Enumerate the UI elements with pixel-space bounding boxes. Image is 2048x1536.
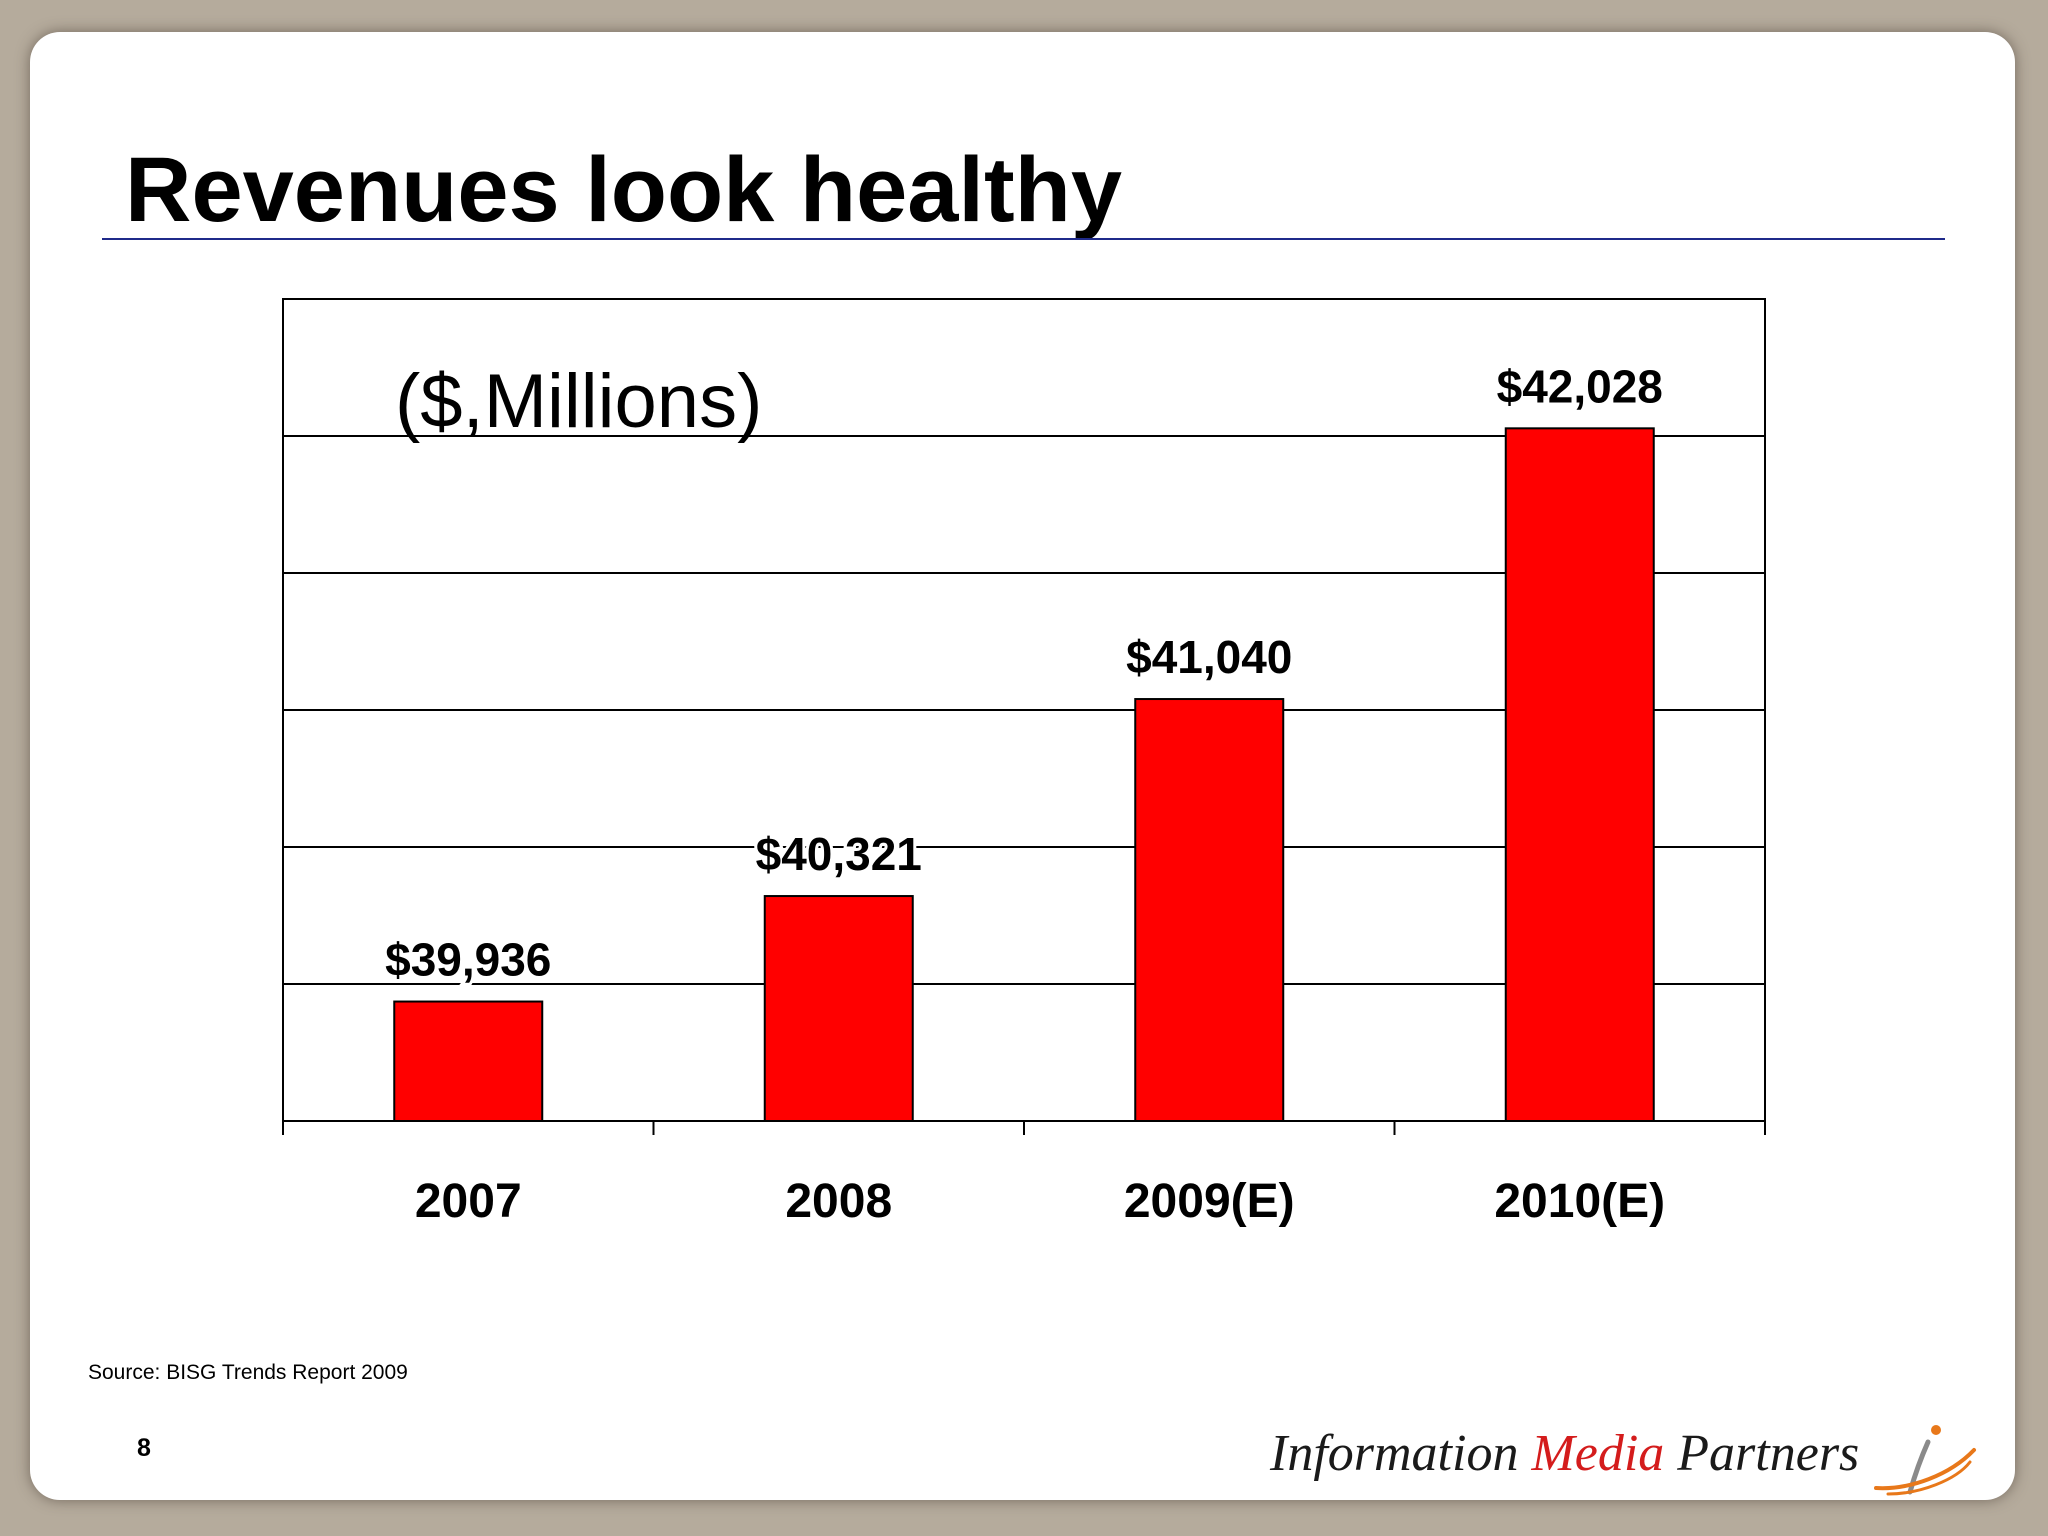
bars bbox=[393, 427, 1655, 1123]
page-number: 8 bbox=[137, 1434, 151, 1462]
company-logo: Information Media Partners bbox=[1270, 1420, 1990, 1500]
title-divider bbox=[102, 238, 1945, 240]
bar-value-label: $39,936 bbox=[385, 934, 551, 986]
bar bbox=[1134, 698, 1285, 1122]
bar-value-label: $40,321 bbox=[756, 828, 922, 880]
i-swoosh-logo-icon bbox=[1874, 1425, 1976, 1496]
value-labels: $39,936 $40,321 $41,040 $42,028 bbox=[382, 357, 1666, 988]
x-tick-label: 2008 bbox=[785, 1175, 892, 1228]
bar bbox=[763, 895, 914, 1123]
x-tick-label: 2007 bbox=[415, 1175, 522, 1228]
bar-value-label: $42,028 bbox=[1497, 360, 1663, 412]
bar bbox=[393, 1000, 544, 1123]
logo-text: Information Media Partners bbox=[1270, 1424, 1859, 1484]
units-note: ($,Millions) bbox=[395, 359, 763, 444]
source-note: Source: BISG Trends Report 2009 bbox=[88, 1361, 408, 1384]
logo-text-part3: Partners bbox=[1664, 1425, 1860, 1482]
bar-value-label: $41,040 bbox=[1126, 631, 1292, 683]
x-axis: 2007 2008 2009(E) 2010(E) bbox=[282, 1120, 1766, 1228]
logo-text-part1: Information bbox=[1270, 1425, 1532, 1482]
bar bbox=[1504, 427, 1655, 1122]
page-title: Revenues look healthy bbox=[125, 139, 1122, 241]
x-tick-label: 2009(E) bbox=[1124, 1175, 1295, 1228]
slide bbox=[30, 32, 2015, 1500]
x-tick-label: 2010(E) bbox=[1494, 1175, 1665, 1228]
logo-text-part2: Media bbox=[1531, 1425, 1665, 1482]
